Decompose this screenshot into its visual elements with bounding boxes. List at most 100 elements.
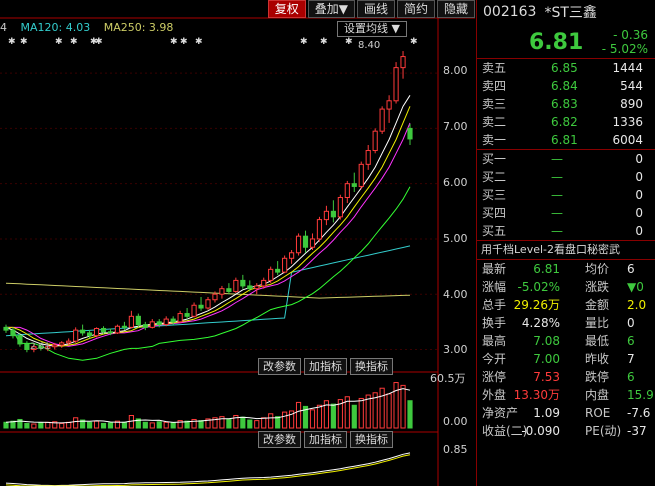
switch-indicator-button-2[interactable]: 换指标 — [350, 431, 393, 448]
bid-row[interactable]: 买一 — 0 — [477, 150, 655, 168]
ask-list: 卖五 6.85 1444 卖四 6.84 544 卖三 6.83 890 卖二 6.82 1336 卖一… — [477, 59, 655, 149]
candle-body — [344, 183, 350, 198]
candle-body — [302, 235, 309, 248]
add-indicator-button-2[interactable]: 加指标 — [304, 431, 347, 448]
candle-body — [226, 288, 232, 292]
stat-row: 涨幅 -5.02% 涨跌 ▼0 — [477, 278, 655, 296]
volume-bar — [295, 401, 302, 429]
volume-bar — [52, 421, 58, 429]
price-tick-7: 7.00 — [443, 120, 468, 133]
kline-chart-area[interactable]: ✱ ✱ ✱ ✱ ✱ ✱ ✱ ✱ ✱ ✱ ✱ ✱ ✱ 4 MA120: 4.03 MA250: 3.98 … — [0, 0, 475, 486]
overlay-button[interactable]: 叠加▼ — [307, 0, 355, 18]
volume-bar — [121, 421, 128, 429]
level2-ad[interactable]: 用千档Level-2看盘口秘密武 — [477, 240, 655, 260]
simple-mode-button[interactable]: 简约 — [396, 0, 435, 18]
ma-legend: 4 MA120: 4.03 MA250: 3.98 — [0, 21, 183, 34]
signal-marker: ✱ — [180, 37, 188, 47]
bid-volume: 0 — [635, 188, 643, 202]
stock-code: 002163 — [483, 4, 537, 20]
bid-volume: 0 — [635, 224, 643, 238]
ask-row[interactable]: 卖四 6.84 544 — [477, 77, 655, 95]
volume-bar — [45, 421, 51, 429]
candle-body — [114, 325, 121, 334]
volume-bar — [66, 421, 72, 429]
candle-body — [156, 321, 162, 326]
adjust-rights-button[interactable]: 复权 — [267, 0, 306, 18]
stat-v1: 7.08 — [533, 334, 560, 348]
ask-price: 6.83 — [551, 97, 578, 111]
candle-body — [66, 340, 72, 344]
change-params-button[interactable]: 改参数 — [258, 358, 301, 375]
ask-row[interactable]: 卖三 6.83 890 — [477, 95, 655, 113]
stats-list: 最新 6.81 均价 6 涨幅 -5.02% 涨跌 ▼0 总手 29.26万 金额 2.0 换手 4.28… — [477, 260, 655, 440]
draw-line-button[interactable]: 画线 — [356, 0, 395, 18]
candle-body — [135, 315, 141, 326]
bid-price: — — [551, 224, 563, 238]
volume-bar — [240, 416, 246, 429]
stat-v1: 1.09 — [533, 406, 560, 420]
stat-v1: 6.81 — [533, 262, 560, 276]
switch-indicator-button[interactable]: 换指标 — [350, 358, 393, 375]
stat-v1: -0.090 — [521, 424, 560, 438]
ask-label: 卖四 — [482, 79, 507, 93]
volume-bar — [149, 422, 155, 429]
stat-row: 最高 7.08 最低 6 — [477, 332, 655, 350]
set-ma-button[interactable]: 设置均线 ▼ — [337, 21, 407, 37]
change-value: - 0.36 — [613, 28, 648, 42]
change-params-button-2[interactable]: 改参数 — [258, 431, 301, 448]
volume-bar — [309, 409, 316, 429]
stat-l2: 跌停 — [585, 370, 610, 384]
stat-l1: 今开 — [482, 352, 507, 366]
volume-bar — [170, 422, 176, 429]
volume-bar — [93, 420, 100, 429]
volume-bar — [365, 394, 371, 429]
ask-price: 6.82 — [551, 115, 578, 129]
signal-marker: ✱ — [345, 37, 353, 47]
signal-marker: ✱ — [195, 37, 203, 47]
candle-body — [205, 299, 211, 309]
candle-body — [86, 332, 93, 337]
bid-row[interactable]: 买五 — 0 — [477, 222, 655, 240]
stat-l2: 金额 — [585, 298, 610, 312]
candle-body — [240, 279, 246, 287]
kline-svg[interactable]: ✱ ✱ ✱ ✱ ✱✱ ✱ ✱ ✱ ✱ ✱ ✱ ✱ — [0, 0, 475, 486]
ask-row[interactable]: 卖五 6.85 1444 — [477, 59, 655, 77]
volume-bar — [10, 420, 16, 429]
candle-body — [149, 321, 155, 328]
peak-price-label: 8.40 — [358, 40, 381, 51]
candle-body — [177, 313, 183, 323]
bid-row[interactable]: 买三 — 0 — [477, 186, 655, 204]
indicator-sub-buttons: 改参数 加指标 换指标 — [258, 431, 396, 448]
signal-marker: ✱ — [20, 37, 28, 47]
orderbook-divider — [477, 149, 655, 150]
volume-bar — [330, 403, 336, 429]
add-indicator-button[interactable]: 加指标 — [304, 358, 347, 375]
candle-body — [93, 327, 100, 337]
bid-price: — — [551, 188, 563, 202]
ask-row[interactable]: 卖一 6.81 6004 — [477, 131, 655, 149]
candle-body — [17, 335, 23, 345]
bid-row[interactable]: 买四 — 0 — [477, 204, 655, 222]
volume-bar — [191, 418, 197, 429]
volume-bar — [142, 421, 148, 429]
volume-bar — [288, 410, 295, 429]
signal-marker: ✱ — [410, 37, 418, 47]
volume-bar — [268, 413, 274, 429]
candle-body — [295, 235, 302, 254]
hide-button[interactable]: 隐藏 — [436, 0, 475, 18]
stat-v2: 2.0 — [627, 298, 647, 312]
ma250-line — [5, 282, 411, 299]
ask-row[interactable]: 卖二 6.82 1336 — [477, 113, 655, 131]
volume-bar — [358, 397, 364, 429]
low-price-label: 2.61 — [30, 342, 51, 352]
volume-bar — [205, 418, 211, 429]
last-price: 6.81 — [529, 30, 584, 55]
volume-bar — [184, 420, 190, 429]
bid-volume: 0 — [635, 206, 643, 220]
signal-marker: ✱ — [170, 37, 178, 47]
bid-row[interactable]: 买二 — 0 — [477, 168, 655, 186]
candle-body — [31, 346, 37, 350]
ask-price: 6.84 — [551, 79, 578, 93]
volume-bar — [177, 420, 183, 429]
candle-body — [52, 344, 58, 348]
